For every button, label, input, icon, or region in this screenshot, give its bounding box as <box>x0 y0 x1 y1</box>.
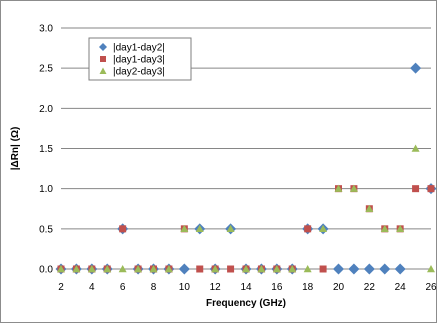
y-tick-labels: 0.0 0.5 1.0 1.5 2.0 2.5 3.0 <box>39 24 53 276</box>
y-tick-label: 2.5 <box>39 64 53 75</box>
diamond-point <box>394 263 406 275</box>
triangle-point <box>349 184 358 192</box>
x-tick-label: 10 <box>179 282 191 293</box>
triangle-point <box>288 265 297 273</box>
square-point <box>119 225 127 233</box>
x-tick-label: 16 <box>271 282 283 293</box>
triangle-point <box>118 265 127 273</box>
y-axis-title: |ΔRn| (Ω) <box>10 127 21 171</box>
triangle-point <box>87 265 96 273</box>
y-tick-label: 3.0 <box>39 24 53 35</box>
triangle-point <box>411 144 420 152</box>
x-tick-label: 8 <box>151 282 157 293</box>
diamond-point <box>363 263 375 275</box>
x-tick-label: 18 <box>302 282 314 293</box>
y-tick-label: 1.5 <box>39 144 53 155</box>
square-point <box>412 185 420 193</box>
square-point <box>304 225 312 233</box>
triangle-point <box>303 265 312 273</box>
x-tick-label: 14 <box>240 282 252 293</box>
x-axis-title: Frequency (GHz) <box>206 298 286 309</box>
triangle-point <box>226 224 235 233</box>
y-tick-label: 0.0 <box>39 265 53 276</box>
triangle-point <box>365 204 374 212</box>
triangle-point <box>319 224 328 233</box>
x-tick-label: 26 <box>425 282 437 293</box>
legend-label: |day1-day2| <box>113 43 165 54</box>
square-point <box>319 265 327 273</box>
x-tick-labels: 2 4 6 8 10 12 14 16 18 20 22 24 26 <box>58 282 437 293</box>
x-tick-label: 12 <box>210 282 222 293</box>
triangle-point <box>180 224 189 233</box>
y-tick-label: 1.0 <box>39 184 53 195</box>
x-tick-label: 24 <box>395 282 407 293</box>
triangle-point <box>257 265 266 273</box>
series-triangle <box>57 144 435 273</box>
data-points <box>55 62 437 275</box>
triangle-point <box>211 265 220 273</box>
diamond-point <box>379 263 391 275</box>
legend-label: |day2-day3| <box>113 67 165 78</box>
square-point <box>227 265 235 273</box>
diamond-point <box>178 263 190 275</box>
triangle-point <box>72 265 81 273</box>
x-tick-label: 6 <box>120 282 126 293</box>
x-tick-label: 2 <box>58 282 64 293</box>
triangle-point <box>195 224 204 233</box>
legend-item: |day2-day3| <box>99 67 165 78</box>
x-tick-label: 4 <box>89 282 95 293</box>
y-tick-label: 0.5 <box>39 224 53 235</box>
x-tick-label: 22 <box>364 282 376 293</box>
triangle-point <box>272 265 281 273</box>
triangle-point <box>380 224 389 233</box>
square-point <box>427 185 435 193</box>
triangle-point <box>134 265 143 273</box>
triangle-point <box>334 184 343 192</box>
diamond-point <box>333 263 344 275</box>
legend-triangle-marker <box>99 67 107 74</box>
legend-square-marker <box>100 56 106 62</box>
triangle-point <box>103 265 112 273</box>
triangle-point <box>57 265 65 273</box>
diamond-point <box>348 263 360 275</box>
legend-label: |day1-day3| <box>113 55 165 66</box>
triangle-point <box>396 224 405 233</box>
legend-item: |day1-day3| <box>100 55 165 66</box>
legend-item: |day1-day2| <box>99 43 165 54</box>
triangle-point <box>149 265 158 273</box>
legend: |day1-day2||day1-day3||day2-day3| <box>88 37 192 81</box>
y-tick-label: 2.0 <box>39 104 53 115</box>
series-diamond <box>55 62 437 275</box>
triangle-point <box>164 265 173 273</box>
x-tick-label: 20 <box>333 282 345 293</box>
square-point <box>196 265 204 273</box>
legend-diamond-marker <box>99 43 107 51</box>
triangle-point <box>242 265 250 273</box>
diamond-point <box>410 62 422 74</box>
triangle-point <box>427 265 435 273</box>
